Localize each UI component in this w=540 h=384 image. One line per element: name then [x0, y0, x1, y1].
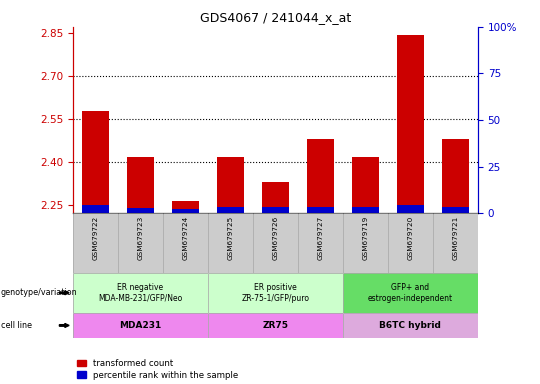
Text: cell line: cell line [1, 321, 31, 330]
Text: GSM679723: GSM679723 [137, 215, 144, 260]
Text: GSM679727: GSM679727 [318, 215, 323, 260]
Text: GSM679722: GSM679722 [92, 215, 98, 260]
Text: B6TC hybrid: B6TC hybrid [380, 321, 441, 330]
Legend: transformed count, percentile rank within the sample: transformed count, percentile rank withi… [77, 359, 238, 380]
Bar [442, 139, 469, 213]
Text: ZR75: ZR75 [262, 321, 288, 330]
Bar [352, 157, 379, 213]
Text: GSM679721: GSM679721 [453, 215, 458, 260]
Bar [127, 157, 154, 213]
Bar [352, 207, 379, 213]
Bar [307, 139, 334, 213]
Text: GSM679719: GSM679719 [362, 215, 368, 260]
Text: genotype/variation: genotype/variation [1, 288, 77, 297]
Bar [307, 207, 334, 213]
Text: GFP+ and
estrogen-independent: GFP+ and estrogen-independent [368, 283, 453, 303]
Bar [172, 201, 199, 213]
Text: GSM679724: GSM679724 [183, 215, 188, 260]
Bar [82, 205, 109, 213]
Bar [82, 111, 109, 213]
Bar [442, 207, 469, 213]
Bar [262, 207, 289, 213]
Text: GSM679725: GSM679725 [227, 215, 233, 260]
Text: GSM679726: GSM679726 [272, 215, 279, 260]
Bar [397, 35, 424, 213]
Bar [127, 208, 154, 213]
Bar [397, 205, 424, 213]
Bar [217, 157, 244, 213]
Text: MDA231: MDA231 [119, 321, 161, 330]
Bar [262, 182, 289, 213]
Title: GDS4067 / 241044_x_at: GDS4067 / 241044_x_at [200, 11, 351, 24]
Bar [172, 209, 199, 213]
Bar [217, 207, 244, 213]
Text: ER negative
MDA-MB-231/GFP/Neo: ER negative MDA-MB-231/GFP/Neo [98, 283, 183, 303]
Text: ER positive
ZR-75-1/GFP/puro: ER positive ZR-75-1/GFP/puro [241, 283, 309, 303]
Text: GSM679720: GSM679720 [407, 215, 414, 260]
